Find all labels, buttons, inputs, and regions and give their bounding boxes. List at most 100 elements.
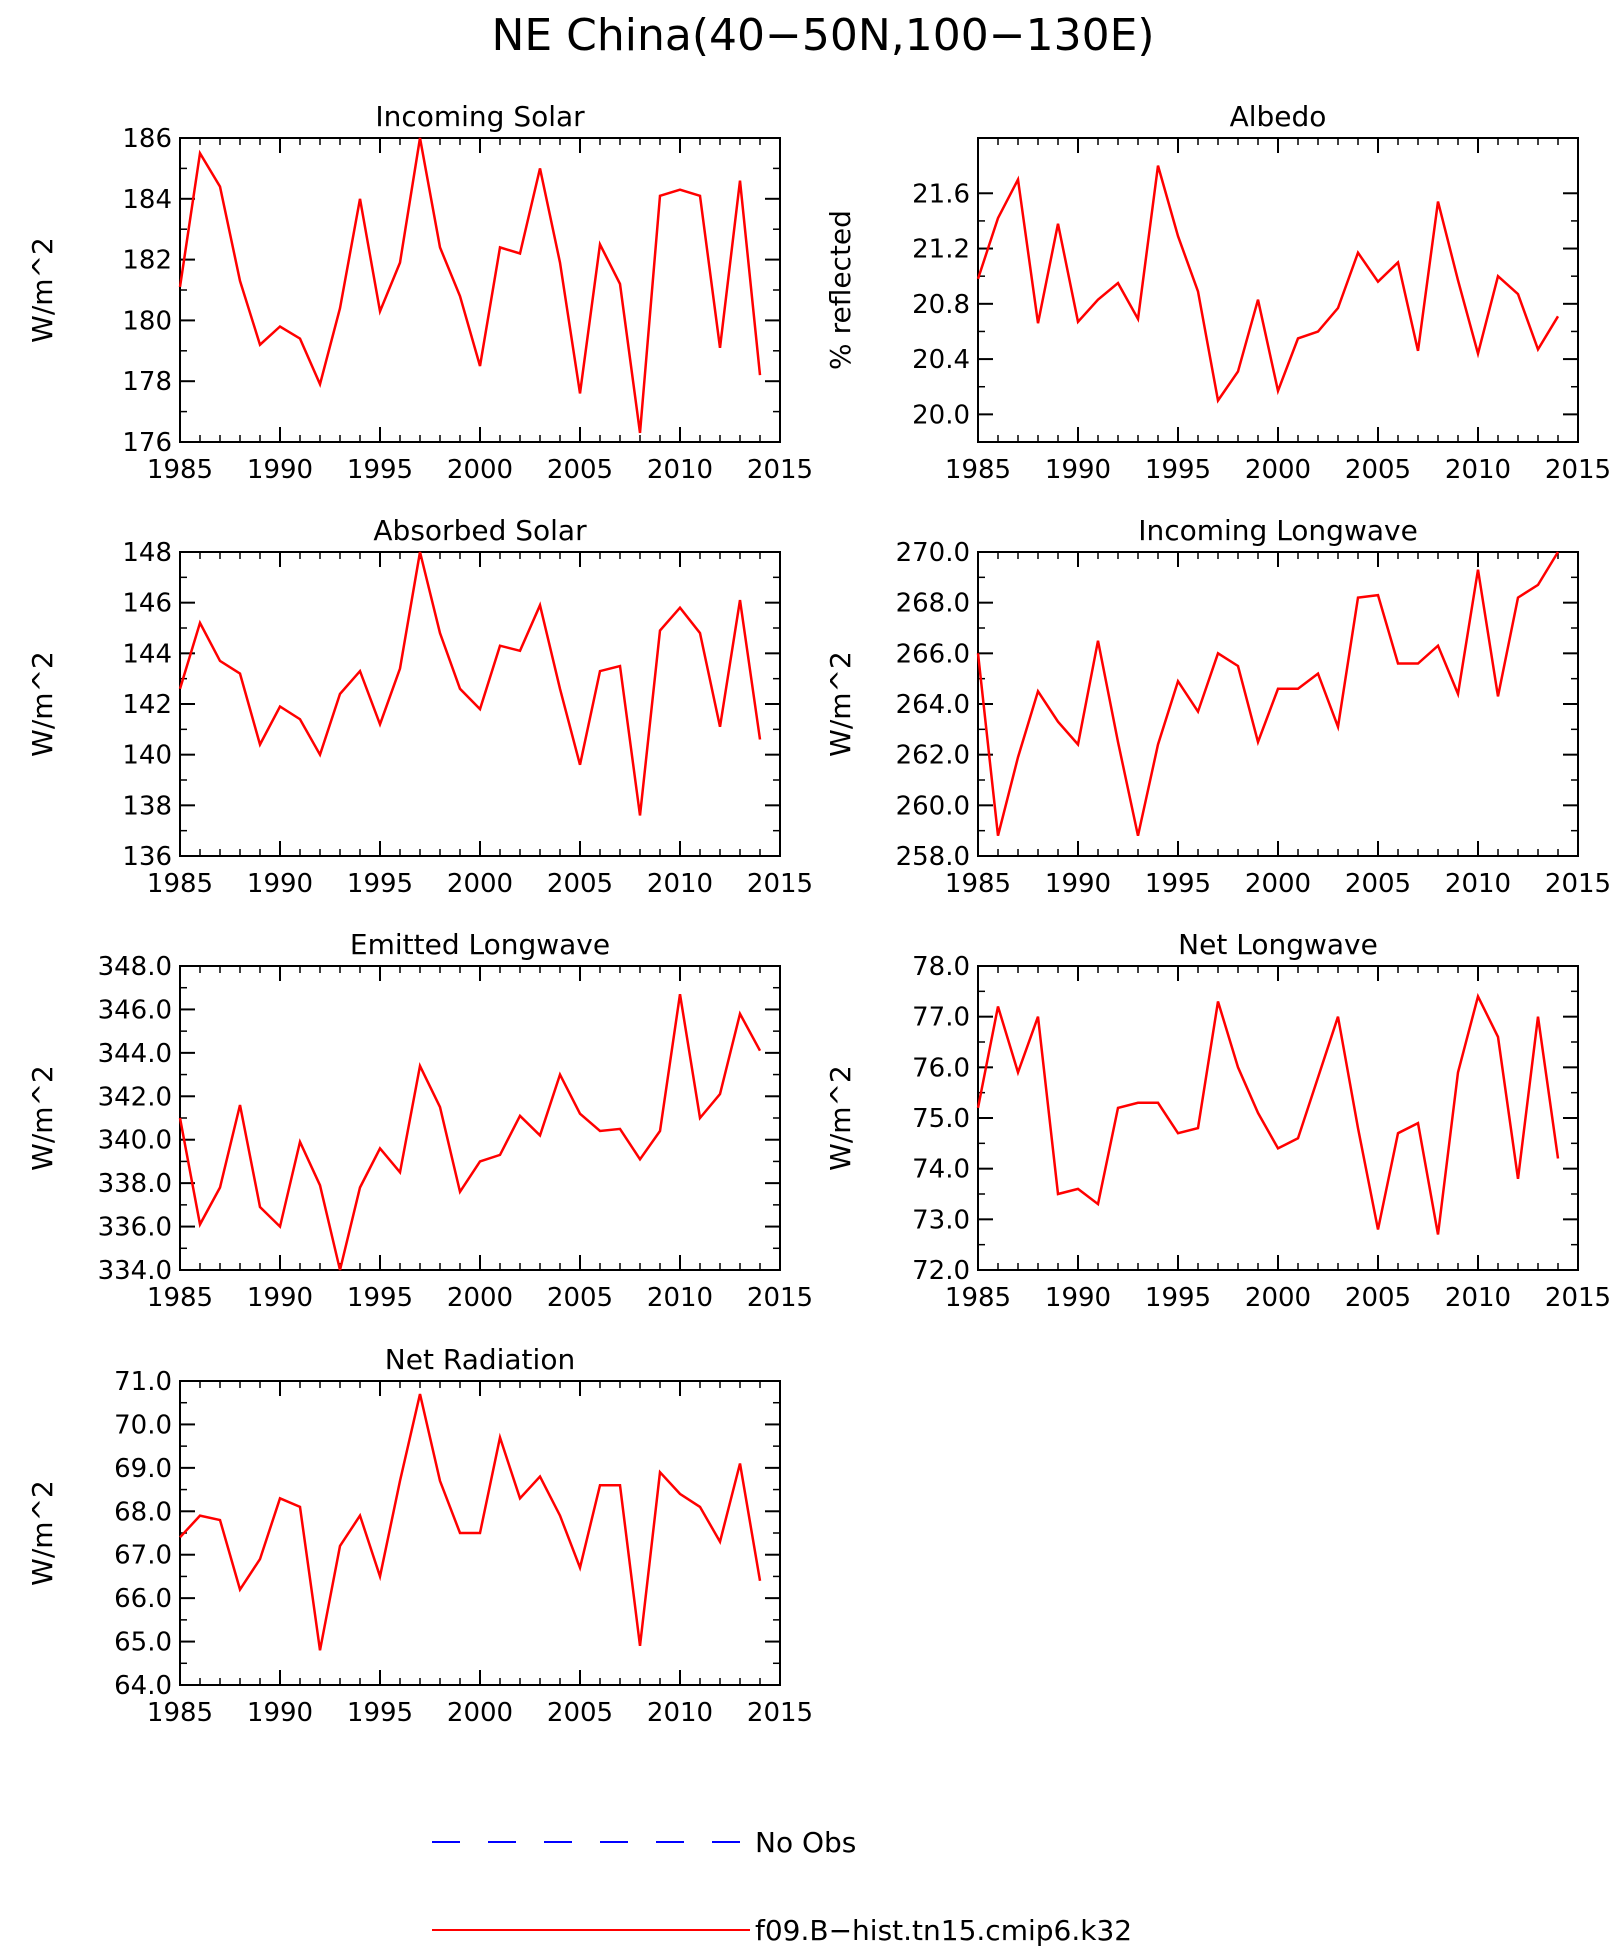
- panel-albedo: 1985 1990 1995 2000 2005 2010 2015 20.0 20.4 20.8…: [824, 100, 1611, 485]
- x-tick-label: 2000: [447, 1698, 513, 1728]
- y-tick-label: 270.0: [896, 538, 970, 568]
- series-line-f09-b-hist-tn15-cmip6-k32: [976, 551, 1560, 837]
- y-tick-label: 334.0: [98, 1256, 172, 1286]
- y-tick-label: 142: [122, 690, 172, 720]
- y-tick-label: 146: [122, 589, 172, 619]
- x-tick-label: 2010: [1445, 869, 1511, 899]
- y-tick-label: 65.0: [114, 1628, 172, 1658]
- x-tick-label: 2010: [647, 1698, 713, 1728]
- y-axis-label: W/m^2: [26, 1065, 59, 1171]
- x-tick-label: 2010: [647, 1283, 713, 1313]
- y-tick-label: 21.6: [912, 179, 970, 209]
- y-axis-label: W/m^2: [26, 237, 59, 343]
- panel-net-radiation: 1985 1990 1995 2000 2005 2010 2015 64.0 65.0 66.0…: [26, 1343, 813, 1728]
- x-tick-label: 1985: [147, 455, 213, 485]
- x-tick-label: 2005: [1345, 455, 1411, 485]
- y-tick-label: 72.0: [912, 1256, 970, 1286]
- x-tick-label: 2005: [547, 1698, 613, 1728]
- y-tick-label: 71.0: [114, 1367, 172, 1397]
- y-tick-label: 75.0: [912, 1104, 970, 1134]
- x-tick-label: 1990: [247, 455, 313, 485]
- y-tick-label: 144: [122, 639, 172, 669]
- y-tick-label: 21.2: [912, 235, 970, 265]
- plot-frame: [977, 551, 1579, 857]
- x-tick-label: 1985: [945, 455, 1011, 485]
- series-line-f09-b-hist-tn15-cmip6-k32: [976, 992, 1560, 1235]
- y-tick-label: 186: [122, 124, 172, 154]
- panel-title: Net Radiation: [385, 1343, 575, 1376]
- y-tick-label: 20.8: [912, 290, 970, 320]
- x-tick-label: 1995: [347, 869, 413, 899]
- x-tick-label: 2005: [547, 869, 613, 899]
- x-tick-label: 1995: [347, 1698, 413, 1728]
- y-tick-label: 258.0: [896, 842, 970, 872]
- y-axis-label: W/m^2: [26, 651, 59, 757]
- x-tick-label: 1990: [1045, 455, 1111, 485]
- panel-net-longwave: 1985 1990 1995 2000 2005 2010 2015 72.0 73.0 74.0…: [824, 928, 1611, 1313]
- y-tick-label: 260.0: [896, 791, 970, 821]
- y-tick-label: 342.0: [98, 1082, 172, 1112]
- x-tick-label: 2015: [747, 869, 813, 899]
- series-line-f09-b-hist-tn15-cmip6-k32: [178, 994, 762, 1271]
- y-tick-label: 138: [122, 791, 172, 821]
- series-line-f09-b-hist-tn15-cmip6-k32: [178, 551, 762, 816]
- y-axis-label: W/m^2: [824, 651, 857, 757]
- x-tick-label: 1995: [1145, 1283, 1211, 1313]
- y-tick-label: 184: [122, 185, 172, 215]
- y-tick-label: 74.0: [912, 1155, 970, 1185]
- x-tick-label: 1990: [247, 1283, 313, 1313]
- y-tick-label: 66.0: [114, 1584, 172, 1614]
- y-tick-label: 176: [122, 428, 172, 458]
- y-axis-label: W/m^2: [26, 1480, 59, 1586]
- panel-title: Incoming Solar: [375, 100, 585, 133]
- y-tick-label: 70.0: [114, 1410, 172, 1440]
- legend: No Obs f09.B−hist.tn15.cmip6.k32: [432, 1826, 1132, 1947]
- x-tick-label: 1995: [347, 1283, 413, 1313]
- x-tick-label: 2005: [547, 1283, 613, 1313]
- x-tick-label: 2015: [1545, 455, 1611, 485]
- y-tick-label: 77.0: [912, 1003, 970, 1033]
- y-tick-label: 67.0: [114, 1541, 172, 1571]
- x-tick-label: 2000: [1245, 455, 1311, 485]
- y-tick-label: 336.0: [98, 1213, 172, 1243]
- y-tick-label: 73.0: [912, 1205, 970, 1235]
- x-tick-label: 2000: [447, 455, 513, 485]
- x-tick-label: 2000: [447, 1283, 513, 1313]
- x-tick-label: 1985: [945, 1283, 1011, 1313]
- panel-title: Net Longwave: [1178, 928, 1378, 961]
- panel-emitted-longwave: 1985 1990 1995 2000 2005 2010 2015 334.0 336.0 33…: [26, 928, 813, 1313]
- panel-title: Albedo: [1230, 100, 1327, 133]
- series-line-f09-b-hist-tn15-cmip6-k32: [179, 1393, 762, 1651]
- x-tick-label: 2000: [447, 869, 513, 899]
- plot-frame: [977, 965, 1579, 1271]
- x-tick-label: 2015: [747, 455, 813, 485]
- x-tick-label: 1985: [945, 869, 1011, 899]
- panel-title: Absorbed Solar: [373, 514, 587, 547]
- panel-absorbed-solar: 1985 1990 1995 2000 2005 2010 2015 136 138 140 142…: [26, 514, 813, 899]
- y-tick-label: 76.0: [912, 1053, 970, 1083]
- x-tick-label: 2005: [547, 455, 613, 485]
- x-tick-label: 2010: [1445, 455, 1511, 485]
- legend-model-label: f09.B−hist.tn15.cmip6.k32: [755, 1914, 1132, 1947]
- y-tick-label: 64.0: [114, 1671, 172, 1701]
- x-tick-label: 2010: [647, 455, 713, 485]
- x-tick-label: 2005: [1345, 869, 1411, 899]
- panel-grid: 1985 1990 1995 2000 2005 2010 2015 176 178 180 182…: [26, 100, 1611, 1728]
- series-line-f09-b-hist-tn15-cmip6-k32: [976, 165, 1560, 404]
- y-tick-label: 344.0: [98, 1039, 172, 1069]
- y-axis-label: W/m^2: [824, 1065, 857, 1171]
- x-tick-label: 1985: [147, 1283, 213, 1313]
- y-tick-label: 136: [122, 842, 172, 872]
- series-line-f09-b-hist-tn15-cmip6-k32: [178, 137, 762, 434]
- y-tick-label: 262.0: [896, 741, 970, 771]
- y-tick-label: 180: [122, 306, 172, 336]
- x-tick-label: 2010: [1445, 1283, 1511, 1313]
- y-tick-label: 69.0: [114, 1454, 172, 1484]
- x-tick-label: 1985: [147, 1698, 213, 1728]
- x-tick-label: 1990: [1045, 869, 1111, 899]
- x-tick-label: 2015: [1545, 1283, 1611, 1313]
- y-tick-label: 346.0: [98, 995, 172, 1025]
- panel-incoming-longwave: 1985 1990 1995 2000 2005 2010 2015 258.0 260.0 26…: [824, 514, 1611, 899]
- x-tick-label: 2015: [747, 1283, 813, 1313]
